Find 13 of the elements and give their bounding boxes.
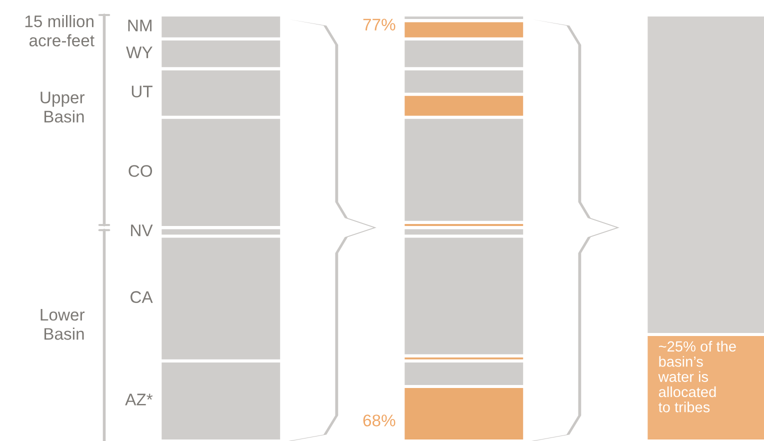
text: Upper Basin — [40, 92, 85, 123]
legend-label: NM — [128, 20, 152, 32]
annotation: 68% — [363, 414, 396, 426]
series-label: CA — [130, 291, 153, 303]
legend-label: NV — [131, 224, 153, 236]
series-label: WY — [126, 46, 152, 58]
series-label: CO — [128, 165, 152, 177]
annotation: 77% — [363, 18, 396, 30]
series-label: AZ* — [125, 394, 153, 406]
series-label: UT — [132, 86, 152, 98]
text: Lower Basin — [40, 309, 85, 340]
text: 15 million acre-feet — [25, 15, 94, 46]
annotation: ~25% of the basin’s water is allocated to tribes — [658, 340, 736, 412]
